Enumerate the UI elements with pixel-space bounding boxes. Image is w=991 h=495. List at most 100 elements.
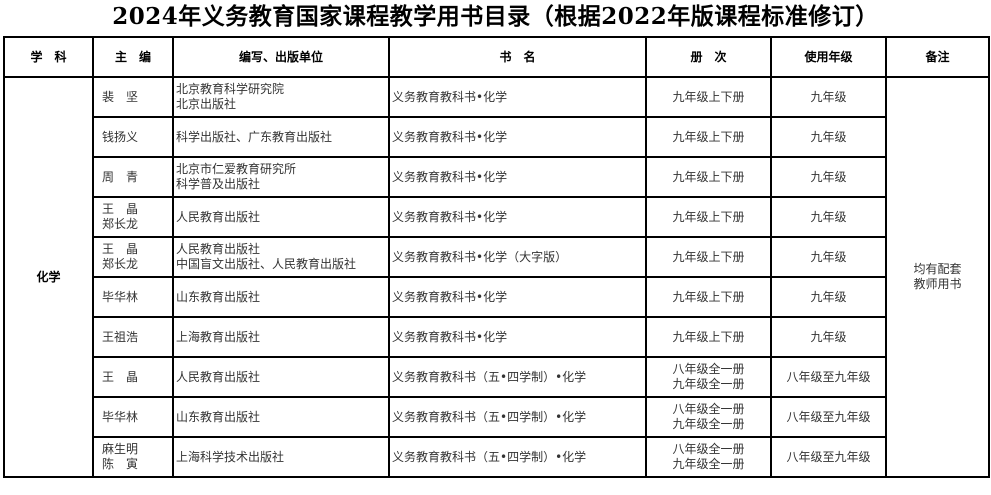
cell-line: 周 青 (102, 169, 139, 184)
publisher-cell: 人民教育出版社 中国盲文出版社、人民教育出版社 (172, 236, 390, 278)
cell-line: 九年级全一册 (672, 457, 745, 471)
cell-line: 九年级上下册 (672, 249, 745, 264)
cell-line: 王 晶 (102, 202, 139, 216)
editor-cell: 王 晶郑长龙 (92, 236, 174, 278)
grade-cell: 八年级至九年级 (770, 396, 887, 438)
cell-line: 上海教育出版社 (176, 329, 261, 344)
cell-line: 八年级全一册 (672, 402, 745, 416)
header-publisher: 编写、出版单位 (172, 36, 390, 78)
cell-line: 九年级全一册 (672, 417, 745, 431)
cell-line: 九年级上下册 (672, 89, 745, 104)
publisher-cell: 上海教育出版社 (172, 316, 390, 358)
cell-line: 均有配套 (913, 262, 962, 276)
grade-cell: 九年级 (770, 116, 887, 158)
cell-line: 山东教育出版社 (176, 289, 261, 304)
cell-line: 九年级全一册 (672, 377, 745, 391)
book-name-cell: 义务教育教科书•化学 (388, 276, 647, 318)
cell-line: 钱扬义 (102, 129, 139, 144)
grade-cell: 八年级至九年级 (770, 436, 887, 478)
volume-cell: 八年级全一册 九年级全一册 (645, 356, 772, 398)
header-note: 备注 (885, 36, 990, 78)
cell-line: 毕华林 (102, 289, 139, 304)
cell-line: 北京市仁爱教育研究所 (176, 162, 297, 176)
volume-cell: 九年级上下册 (645, 76, 772, 118)
cell-line: 九年级上下册 (672, 329, 745, 344)
grade-cell: 九年级 (770, 236, 887, 278)
textbook-table: 学 科主 编编写、出版单位书 名册 次使用年级 备注 化学裴 坚 北京教育科学研究院… (3, 36, 990, 478)
cell-line: 九年级上下册 (672, 169, 745, 184)
book-name-cell: 义务教育教科书•化学 (388, 196, 647, 238)
table-row: 毕华林 山东教育出版社 义务教育教科书•化学 九年级上下册 九年级 (4, 276, 989, 318)
book-name-cell: 义务教育教科书（五•四学制）•化学 (388, 396, 647, 438)
table-row: 王祖浩 上海教育出版社 义务教育教科书•化学 九年级上下册 九年级 (4, 316, 989, 358)
cell-line: 八年级全一册 (672, 362, 745, 376)
cell-line: 北京教育科学研究院 (176, 82, 285, 96)
table-row: 麻生明陈 寅上海科学技术出版社 义务教育教科书（五•四学制）•化学 八年级全一册 九年… (4, 436, 989, 478)
volume-cell: 九年级上下册 (645, 236, 772, 278)
cell-line: 九年级上下册 (672, 289, 745, 304)
cell-line: 北京出版社 (176, 97, 237, 111)
cell-line: 人民教育出版社 (176, 209, 261, 224)
cell-line: 王 晶 (102, 369, 139, 384)
editor-cell: 王祖浩 (92, 316, 174, 358)
header-volume: 册 次 (645, 36, 772, 78)
cell-line: 上海科学技术出版社 (176, 449, 285, 464)
volume-cell: 九年级上下册 (645, 316, 772, 358)
cell-line: 毕华林 (102, 409, 139, 424)
editor-cell: 毕华林 (92, 276, 174, 318)
cell-line: 郑长龙 (102, 217, 139, 231)
book-name-cell: 义务教育教科书（五•四学制）•化学 (388, 356, 647, 398)
cell-line: 人民教育出版社 (176, 369, 261, 384)
cell-line: 麻生明 (102, 442, 139, 456)
editor-cell: 周 青 (92, 156, 174, 198)
editor-cell: 王 晶 (92, 356, 174, 398)
book-name-cell: 义务教育教科书•化学 (388, 116, 647, 158)
table-row: 王 晶人民教育出版社 义务教育教科书（五•四学制）•化学 八年级全一册 九年级全一册八… (4, 356, 989, 398)
publisher-cell: 人民教育出版社 (172, 356, 390, 398)
volume-cell: 九年级上下册 (645, 276, 772, 318)
publisher-cell: 科学出版社、广东教育出版社 (172, 116, 390, 158)
note-cell: 均有配套 教师用书 (885, 76, 990, 478)
volume-cell: 九年级上下册 (645, 196, 772, 238)
cell-line: 九年级上下册 (672, 129, 745, 144)
subject-cell: 化学 (3, 76, 94, 478)
editor-cell: 裴 坚 (92, 76, 174, 118)
book-name-cell: 义务教育教科书•化学 (388, 156, 647, 198)
cell-line: 教师用书 (913, 277, 962, 291)
cell-line: 王 晶 (102, 242, 139, 256)
cell-line: 八年级全一册 (672, 442, 745, 456)
publisher-cell: 北京教育科学研究院 北京出版社 (172, 76, 390, 118)
cell-line: 人民教育出版社 (176, 242, 261, 256)
table-row: 化学裴 坚北京教育科学研究院 北京出版社 义务教育教科书•化学 九年级上下册 九年级 均有… (3, 76, 990, 478)
publisher-cell: 人民教育出版社 (172, 196, 390, 238)
book-name-cell: 义务教育教科书•化学 (388, 316, 647, 358)
header-grade: 使用年级 (770, 36, 887, 78)
cell-line: 九年级上下册 (672, 209, 745, 224)
volume-cell: 九年级上下册 (645, 156, 772, 198)
book-name-cell: 义务教育教科书•化学 (388, 76, 647, 118)
cell-line: 科学出版社、广东教育出版社 (176, 129, 333, 144)
table-row: 王 晶郑长龙 人民教育出版社 义务教育教科书•化学 九年级上下册 九年级 (4, 196, 989, 238)
publisher-cell: 山东教育出版社 (172, 396, 390, 438)
editor-cell: 毕华林 (92, 396, 174, 438)
book-name-cell: 义务教育教科书（五•四学制）•化学 (388, 436, 647, 478)
cell-line: 中国盲文出版社、人民教育出版社 (176, 257, 357, 271)
grade-cell: 九年级 (770, 196, 887, 238)
grade-cell: 八年级至九年级 (770, 356, 887, 398)
table-row: 王 晶郑长龙 人民教育出版社 中国盲文出版社、人民教育出版社 义务教育教科书•化学（大… (4, 236, 989, 278)
editor-cell: 麻生明陈 寅 (92, 436, 174, 478)
publisher-cell: 山东教育出版社 (172, 276, 390, 318)
cell-line: 郑长龙 (102, 257, 139, 271)
table-row: 毕华林 山东教育出版社 义务教育教科书（五•四学制）•化学 八年级全一册 九年级全一册 八… (4, 396, 989, 438)
grade-cell: 九年级 (770, 76, 887, 118)
book-name-cell: 义务教育教科书•化学（大字版） (388, 236, 647, 278)
cell-line: 科学普及出版社 (176, 177, 261, 191)
table-row: 周 青北京市仁爱教育研究所 科学普及出版社 义务教育教科书•化学 九年级上下册 九年级 (4, 156, 989, 198)
cell-line: 山东教育出版社 (176, 409, 261, 424)
header-row: 学 科主 编编写、出版单位书 名册 次使用年级 备注 (3, 36, 990, 78)
cell-line: 裴 坚 (102, 89, 139, 104)
header-book-name: 书 名 (388, 36, 647, 78)
cell-line: 王祖浩 (102, 329, 139, 344)
publisher-cell: 北京市仁爱教育研究所 科学普及出版社 (172, 156, 390, 198)
editor-cell: 王 晶郑长龙 (92, 196, 174, 238)
